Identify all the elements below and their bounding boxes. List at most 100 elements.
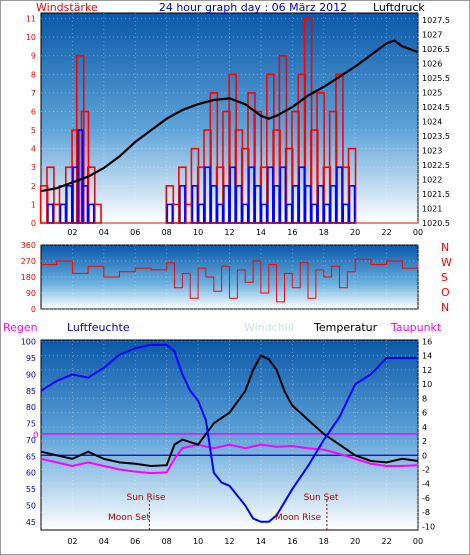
temperature-tick-label: 8 (422, 394, 427, 403)
direction-tick-label: 90 (26, 289, 36, 298)
compass-letter: O (441, 286, 450, 299)
pressure-tick-label: 1027.5 (422, 16, 450, 25)
hour-tick-label: 12 (224, 537, 234, 546)
wind-tick-label: 1 (31, 200, 36, 209)
humidity-tick-label: 55 (26, 485, 36, 494)
pressure-tick-label: 1025 (422, 89, 442, 98)
hour-tick-label: 10 (193, 228, 203, 237)
compass-letter: N (441, 241, 449, 254)
direction-tick-label: 0 (31, 305, 36, 314)
wind-tick-label: 8 (31, 70, 36, 79)
hour-tick-label: 18 (319, 537, 329, 546)
astro-markers (148, 500, 328, 530)
direction-line (41, 258, 419, 303)
pressure-tick-label: 1025.5 (422, 74, 450, 83)
humidity-temperature-chart: Regen Luftfeuchte Windchill Temperatur T… (3, 321, 442, 546)
hour-tick-label: 10 (193, 537, 203, 546)
humidity-tick-label: 50 (26, 501, 36, 510)
hour-tick-label: 02 (67, 537, 77, 546)
wind-tick-label: 11 (26, 15, 36, 24)
temperature-tick-label: -8 (422, 508, 430, 517)
humidity-tick-label: 95 (26, 354, 36, 363)
pressure-tick-label: 1021 (422, 205, 442, 214)
compass-letter: W (441, 256, 452, 269)
humidity-tick-label: 60 (26, 469, 36, 478)
hour-tick-label: 16 (287, 228, 297, 237)
wind-bars (39, 17, 418, 224)
wind-tick-label: 6 (31, 107, 36, 116)
hour-tick-label: 20 (350, 537, 360, 546)
temperature-tick-label: -4 (422, 480, 430, 489)
hour-axis-ticks: 02 04 06 08 10 12 14 16 18 20 22 00 (67, 537, 423, 546)
dewpoint-line (40, 443, 419, 475)
hour-tick-label: 20 (350, 228, 360, 237)
pressure-tick-label: 1024.5 (422, 103, 450, 112)
temperature-tick-label: 10 (422, 380, 432, 389)
pressure-tick-label: 1026 (422, 60, 442, 69)
humidity-tick-label: 70 (26, 436, 36, 445)
humidity-tick-label: 65 (26, 452, 36, 461)
pressure-line (40, 39, 419, 193)
wind-tick-label: 0 (31, 219, 36, 228)
pressure-tick-label: 1022.5 (422, 161, 450, 170)
hour-tick-label: 04 (99, 537, 109, 546)
humidity-tick-label: 90 (26, 370, 36, 379)
pressure-tick-label: 1023.5 (422, 132, 450, 141)
wind-axis-title: Windstärke (36, 1, 98, 14)
temperature-tick-label: 16 (422, 337, 432, 346)
rain-zero-label: 0 (33, 431, 39, 441)
plot-area (40, 339, 419, 531)
direction-tick-label: 270 (21, 257, 36, 266)
humidity-tick-label: 80 (26, 403, 36, 412)
temperature-tick-label: 12 (422, 366, 432, 375)
wind-axis-ticks: 0 1 2 3 4 5 6 7 8 9 10 11 (26, 15, 36, 228)
temperature-tick-label: 2 (422, 437, 427, 446)
hour-tick-label: 06 (130, 228, 140, 237)
humidity-tick-label: 45 (26, 518, 36, 527)
moon-set-label: Moon Set (108, 513, 151, 523)
legend-luftfeuchte: Luftfeuchte (67, 321, 130, 334)
wind-tick-label: 3 (31, 163, 36, 172)
direction-tick-label: 180 (21, 273, 36, 282)
wind-tick-label: 10 (26, 33, 36, 42)
humidity-tick-label: 85 (26, 387, 36, 396)
pressure-axis-ticks: 1020.5 1021 1021.5 1022 1022.5 1023 1023.5 1024… (422, 16, 450, 228)
hour-tick-label: 14 (256, 228, 266, 237)
wind-tick-label: 9 (31, 52, 36, 61)
pressure-tick-label: 1022 (422, 176, 442, 185)
pressure-tick-label: 1027 (422, 31, 442, 40)
humidity-line (40, 343, 418, 523)
temperature-tick-label: 0 (422, 451, 427, 460)
direction-axis-ticks: 360 270 180 90 0 (21, 241, 36, 314)
pressure-tick-label: 1023 (422, 147, 442, 156)
legend-regen: Regen (3, 321, 38, 334)
page-title: 24 hour graph day : 06 März 2012 (159, 1, 347, 14)
pressure-tick-label: 1024 (422, 118, 442, 127)
compass-letter: S (441, 271, 448, 284)
hour-tick-label: 02 (67, 228, 77, 237)
hour-tick-label: 22 (381, 537, 391, 546)
pressure-tick-label: 1020.5 (422, 219, 450, 228)
hour-tick-label: 18 (319, 228, 329, 237)
temperature-tick-label: -6 (422, 494, 430, 503)
hour-tick-label: 00 (413, 228, 423, 237)
legend-temperatur: Temperatur (313, 321, 378, 334)
temperature-tick-label: -2 (422, 466, 430, 475)
wind-tick-label: 2 (31, 182, 36, 191)
hour-tick-label: 00 (413, 537, 423, 546)
moon-rise-label: Moon Rise (275, 513, 322, 523)
compass-letter: N (441, 301, 449, 314)
temperature-tick-label: -10 (422, 522, 435, 531)
temperature-line (40, 354, 419, 468)
temperature-tick-label: 4 (422, 423, 427, 432)
legend-taupunkt: Taupunkt (390, 321, 442, 334)
hour-tick-label: 06 (130, 537, 140, 546)
wind-tick-label: 7 (31, 89, 36, 98)
pressure-tick-label: 1021.5 (422, 190, 450, 199)
humidity-tick-label: 75 (26, 420, 36, 429)
pressure-axis-title: Luftdruck (373, 1, 425, 14)
hour-axis-ticks: 02 04 06 08 10 12 14 16 18 20 22 00 (67, 228, 423, 237)
